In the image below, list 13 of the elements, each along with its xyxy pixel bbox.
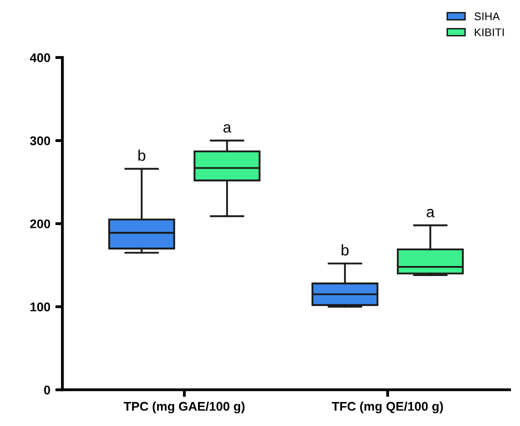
legend-label: KIBITI	[474, 28, 504, 36]
annotation: b	[138, 150, 146, 161]
x-tick-label: TFC (mg QE/100 g)	[332, 402, 443, 414]
annotation: b	[342, 244, 349, 256]
y-tick-label: 400	[30, 53, 50, 62]
legend-label: SIHA	[474, 12, 500, 20]
y-tick-label: 100	[30, 302, 50, 312]
annotation: a	[223, 124, 232, 133]
y-tick-label: 200	[30, 219, 50, 228]
x-tick-label: TPC (mg GAE/100 g)	[124, 402, 245, 414]
annotation: a	[426, 208, 435, 218]
y-tick-label: 300	[30, 136, 50, 146]
y-tick-label: 0	[44, 386, 50, 394]
